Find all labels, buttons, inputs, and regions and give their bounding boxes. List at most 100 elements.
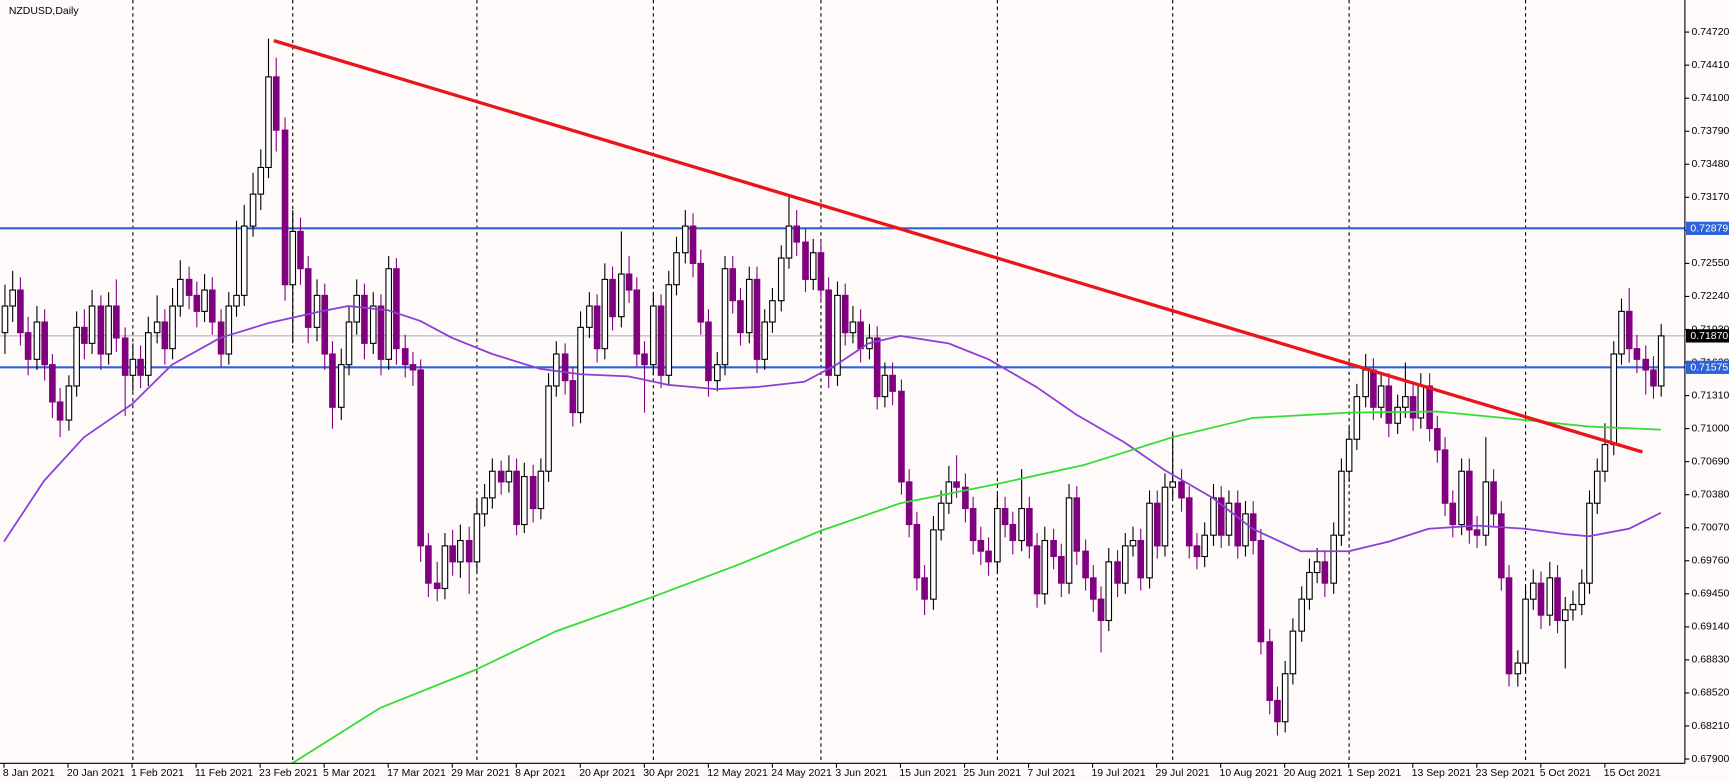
x-tick-label: 8 Apr 2021	[515, 768, 566, 779]
candle-body	[1482, 481, 1490, 536]
candle-body	[586, 305, 593, 328]
candle-body	[561, 353, 569, 382]
candle-body	[272, 76, 280, 131]
candle-body	[1505, 577, 1513, 675]
candle-body	[1514, 662, 1522, 675]
price-label-box	[1685, 329, 1729, 343]
candle-body	[1169, 481, 1177, 488]
y-tick-label: 0.70070	[1692, 522, 1729, 533]
price-label: 0.72879	[1690, 224, 1728, 235]
y-tick-label: 0.74410	[1692, 60, 1729, 71]
y-tick-label: 0.71310	[1692, 390, 1729, 401]
candle-body	[1001, 507, 1009, 526]
trend-line	[273, 39, 1643, 454]
candle-body	[393, 268, 400, 350]
candle-body	[153, 321, 161, 334]
price-label-box	[1685, 221, 1729, 235]
candle-body	[1434, 428, 1441, 451]
candle-body	[257, 166, 265, 195]
candle-body	[17, 289, 24, 334]
x-tick-label: 20 Aug 2021	[1284, 768, 1343, 779]
candle-body	[441, 545, 449, 590]
candle-body	[1353, 396, 1361, 440]
candle-body	[1578, 582, 1586, 606]
candle-body	[1089, 577, 1097, 600]
candle-body	[497, 470, 505, 483]
candle-body	[1657, 335, 1665, 387]
candle-body	[129, 358, 137, 376]
candle-body	[1601, 444, 1609, 472]
y-tick-label: 0.74100	[1692, 93, 1729, 104]
candle-body	[304, 268, 312, 328]
candle-body	[249, 193, 257, 227]
candle-body	[233, 294, 240, 307]
candle-body	[1377, 385, 1385, 408]
candle-body	[353, 294, 361, 323]
x-tick-label: 19 Jul 2021	[1091, 768, 1145, 779]
y-tick-label: 0.68830	[1692, 655, 1729, 666]
candle-body	[609, 278, 616, 318]
x-tick-label: 10 Aug 2021	[1220, 768, 1279, 779]
candle-body	[577, 326, 584, 414]
candle-body	[1441, 449, 1449, 504]
candle-body	[1345, 438, 1353, 472]
candle-body	[121, 337, 129, 376]
candle-body	[1225, 502, 1233, 536]
candle-body	[369, 305, 377, 344]
candle-body	[361, 294, 368, 344]
candle-body	[505, 470, 513, 483]
candle-body	[601, 278, 609, 350]
candle-body	[937, 502, 945, 531]
x-tick-label: 8 Jan 2021	[3, 768, 55, 779]
candle-body	[857, 321, 864, 350]
candle-body	[1033, 545, 1041, 595]
y-tick-label: 0.73170	[1692, 192, 1729, 203]
x-tick-label: 12 May 2021	[707, 768, 768, 779]
candle-body	[1490, 481, 1497, 515]
candle-body	[1153, 502, 1161, 547]
candle-body	[1330, 534, 1337, 584]
candle-body	[1242, 513, 1249, 547]
y-tick-label: 0.68520	[1692, 688, 1729, 699]
candle-body	[650, 305, 657, 366]
candle-body	[1129, 539, 1137, 547]
candle-body	[81, 326, 88, 344]
candle-body	[1458, 470, 1465, 526]
candle-body	[1161, 486, 1169, 547]
candle-body	[905, 481, 913, 526]
moving-average-line	[291, 410, 1661, 764]
candle-body	[802, 241, 809, 280]
candle-body	[1121, 545, 1129, 584]
candle-body	[618, 273, 625, 318]
candle-body	[201, 289, 208, 312]
candle-body	[1610, 353, 1618, 446]
candle-body	[682, 225, 689, 254]
candle-body	[1522, 598, 1529, 664]
chart-title: NZDUSD,Daily	[9, 6, 80, 17]
x-tick-label: 29 Mar 2021	[451, 768, 510, 779]
candle-body	[849, 321, 857, 334]
candle-body	[1, 305, 9, 334]
candle-body	[88, 305, 96, 344]
candle-body	[409, 364, 417, 371]
candle-body	[1569, 603, 1577, 611]
candle-body	[953, 481, 960, 488]
candle-body	[65, 385, 73, 421]
moving-average-line	[3, 305, 1662, 553]
candle-body	[537, 470, 545, 510]
candle-body	[689, 225, 697, 264]
candle-body	[1257, 539, 1265, 643]
candle-body	[1546, 577, 1554, 616]
candle-body	[1402, 396, 1409, 408]
candle-body	[753, 278, 761, 360]
candle-body	[1449, 502, 1457, 526]
candle-body	[1137, 539, 1145, 579]
candle-body	[1370, 369, 1377, 408]
candle-body	[1097, 598, 1105, 622]
candle-body	[545, 385, 552, 472]
candle-body	[994, 507, 1001, 563]
candle-body	[176, 278, 184, 307]
candle-body	[625, 273, 633, 291]
